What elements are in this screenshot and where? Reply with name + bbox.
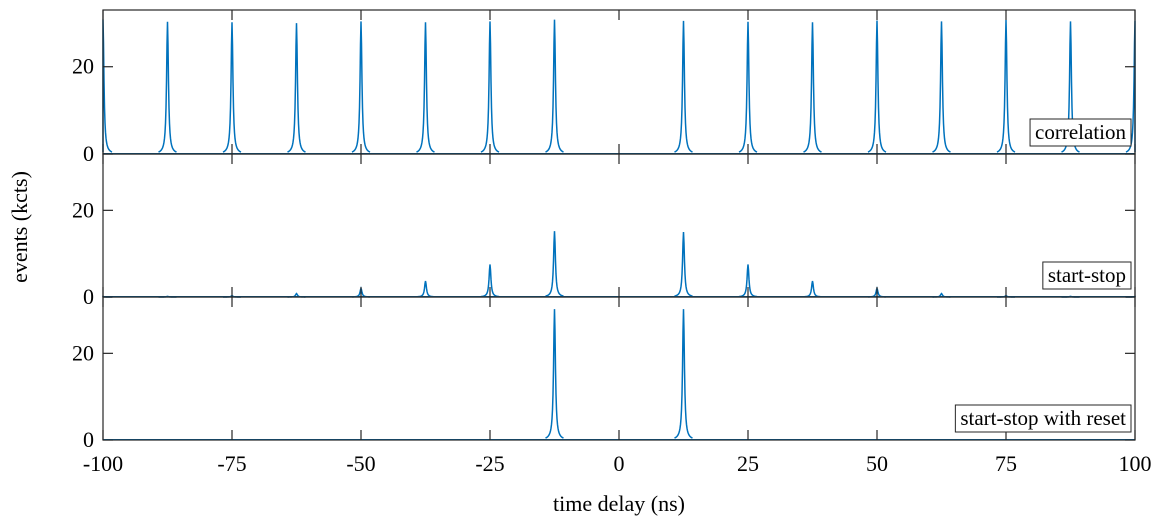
peak (674, 309, 693, 439)
peak (480, 264, 500, 298)
peak (674, 231, 693, 297)
y-tick-label: 0 (83, 427, 94, 452)
panel-label-text: start-stop with reset (960, 406, 1126, 430)
x-tick-label: 25 (737, 451, 759, 476)
peak (803, 280, 822, 298)
y-tick-label: 20 (72, 54, 94, 79)
x-axis-label: time delay (ns) (553, 491, 685, 516)
panel-label-box (1042, 261, 1132, 290)
peak (738, 21, 758, 153)
y-tick-label: 20 (72, 340, 94, 365)
peak (932, 21, 951, 153)
series-peaks (102, 19, 1136, 153)
peak (102, 19, 113, 153)
peak (738, 264, 758, 298)
panel-3: 0 20 start-stop with reset (72, 296, 1136, 452)
panel-label: start-stop with reset (954, 404, 1132, 433)
x-tick-label: -50 (346, 451, 375, 476)
y-axis-label: events (kcts) (7, 171, 32, 283)
panel-label-box (1029, 118, 1132, 147)
peak (222, 22, 242, 153)
peak (416, 22, 435, 153)
peak (1061, 21, 1080, 153)
panel-1: 0 20 correlation (72, 9, 1136, 166)
peak (416, 280, 435, 298)
axes-box (102, 9, 1136, 155)
panel-label-text: start-stop (1048, 263, 1126, 287)
series-peaks (545, 309, 693, 439)
x-tick-label: 75 (995, 451, 1017, 476)
panel-label-text: correlation (1035, 120, 1126, 144)
peak (867, 20, 887, 153)
peak (996, 20, 1016, 153)
x-tick-label: -25 (475, 451, 504, 476)
x-tick-label: -100 (83, 451, 123, 476)
y-tick-label: 0 (83, 141, 94, 166)
peak (803, 22, 822, 153)
peak (480, 21, 500, 153)
peak (545, 19, 564, 153)
peak (351, 21, 371, 153)
panels: 0 20 correlation 0 20 start-stop 0 20 start-stop… (72, 9, 1136, 452)
y-tick-label: 0 (83, 284, 94, 309)
peak (674, 20, 693, 153)
panel-label-box (954, 404, 1132, 433)
y-tick-label: 20 (72, 197, 94, 222)
x-tick-label: 0 (614, 451, 625, 476)
x-tick-labels: -100 -75 -50 -25 0 25 50 75 100 (83, 451, 1152, 476)
panel-label: start-stop (1042, 261, 1132, 290)
peak (545, 309, 564, 439)
x-tick-label: -75 (217, 451, 246, 476)
axes-box (102, 153, 1136, 298)
x-tick-label: 100 (1119, 451, 1152, 476)
x-tick-label: 50 (866, 451, 888, 476)
panel-2: 0 20 start-stop (72, 153, 1136, 309)
panel-label: correlation (1029, 118, 1132, 147)
peak (287, 23, 306, 153)
peak (545, 231, 564, 297)
peak (158, 21, 177, 153)
